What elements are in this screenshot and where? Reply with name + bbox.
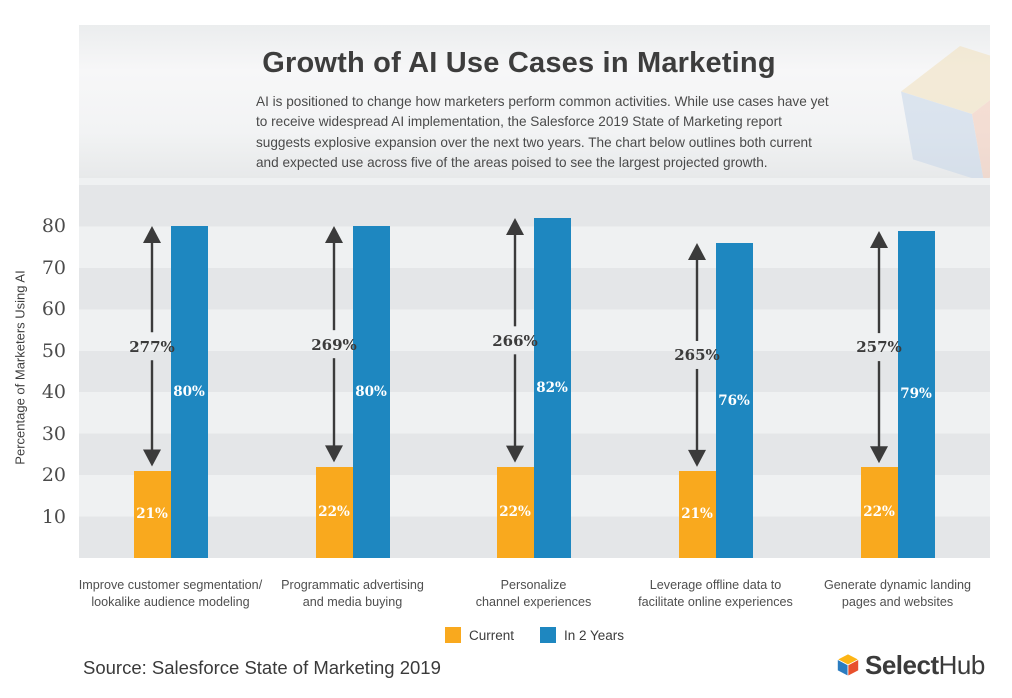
header-panel: Growth of AI Use Cases in Marketing AI i… <box>79 25 990 178</box>
y-tick-label: 70 <box>41 256 66 279</box>
bar-value-label: 76% <box>718 392 750 409</box>
legend-label: In 2 Years <box>563 627 625 643</box>
growth-percentage-label: 257% <box>856 337 902 356</box>
legend-swatch <box>539 627 556 643</box>
bar-in-2-years: 79% <box>897 230 935 558</box>
y-tick-label: 10 <box>41 505 66 528</box>
growth-arrow: 257% <box>856 230 902 463</box>
y-tick-label: 40 <box>41 381 66 404</box>
selecthub-logo: SelectHub <box>836 650 985 680</box>
bar-current: 22% <box>496 466 534 558</box>
bar-current: 21% <box>133 470 171 558</box>
selecthub-cube-icon <box>836 653 860 677</box>
growth-arrow: 265% <box>674 243 720 467</box>
y-tick-label: 80 <box>41 215 66 238</box>
source-text: Source: Salesforce State of Marketing 20… <box>83 657 441 678</box>
growth-arrow: 266% <box>492 218 538 463</box>
logo-hub: Hub <box>938 650 986 680</box>
growth-percentage-label: 269% <box>311 335 357 354</box>
plot-area: 21% 80% 277% 22% 80% 269% 22% 82% 266% 21% 76% 265%… <box>79 178 990 558</box>
legend: Current In 2 Years <box>79 627 990 643</box>
double-arrow-icon <box>688 243 706 467</box>
legend-swatch <box>444 627 461 643</box>
y-axis-ticks: 10 20 30 40 50 60 70 80 <box>24 178 74 558</box>
category-labels: Improve customer segmentation/ lookalike… <box>79 577 990 623</box>
legend-label: Current <box>468 627 514 643</box>
category-label: Programmatic advertising and media buyin… <box>281 578 424 609</box>
bar-in-2-years: 80% <box>352 226 390 558</box>
bar-current: 21% <box>678 470 716 558</box>
growth-percentage-label: 265% <box>674 346 720 364</box>
bar-in-2-years: 80% <box>170 226 208 558</box>
bar-value-label: 21% <box>136 506 168 523</box>
growth-percentage-label: 277% <box>129 337 175 356</box>
logo-text: SelectHub <box>865 650 985 680</box>
category-label: Leverage offline data to facilitate onli… <box>638 578 793 609</box>
growth-percentage-label: 266% <box>492 331 538 350</box>
bar-value-label: 79% <box>900 386 932 403</box>
y-tick-label: 30 <box>41 422 66 445</box>
bar-value-label: 21% <box>681 506 713 523</box>
double-arrow-icon <box>506 218 524 463</box>
y-tick-label: 50 <box>41 339 66 362</box>
legend-item-in-2-years: In 2 Years <box>539 627 625 643</box>
bar-value-label: 22% <box>863 504 895 521</box>
bar-value-label: 22% <box>318 504 350 521</box>
cube-watermark-icon <box>901 46 990 178</box>
double-arrow-icon <box>325 226 343 463</box>
growth-arrow: 269% <box>311 226 357 463</box>
double-arrow-icon <box>870 230 888 463</box>
bar-current: 22% <box>860 466 898 558</box>
y-tick-label: 20 <box>41 464 66 487</box>
y-tick-label: 60 <box>41 298 66 321</box>
bar-value-label: 82% <box>536 380 568 397</box>
bar-value-label: 22% <box>499 504 531 521</box>
legend-item-current: Current <box>444 627 514 643</box>
category-label: Improve customer segmentation/ lookalike… <box>78 578 263 609</box>
category-label: Generate dynamic landing pages and websi… <box>823 578 972 609</box>
bar-value-label: 80% <box>173 384 205 401</box>
bar-in-2-years: 82% <box>533 218 571 558</box>
logo-select: Select <box>865 650 939 680</box>
growth-arrow: 277% <box>129 226 175 467</box>
bar-value-label: 80% <box>355 384 387 401</box>
bar-in-2-years: 76% <box>715 243 753 558</box>
page-title: Growth of AI Use Cases in Marketing <box>262 47 776 79</box>
double-arrow-icon <box>143 226 161 467</box>
bar-current: 22% <box>315 466 353 558</box>
category-label: Personalize channel experiences <box>475 578 592 609</box>
page-subtitle: AI is positioned to change how marketers… <box>256 94 829 171</box>
